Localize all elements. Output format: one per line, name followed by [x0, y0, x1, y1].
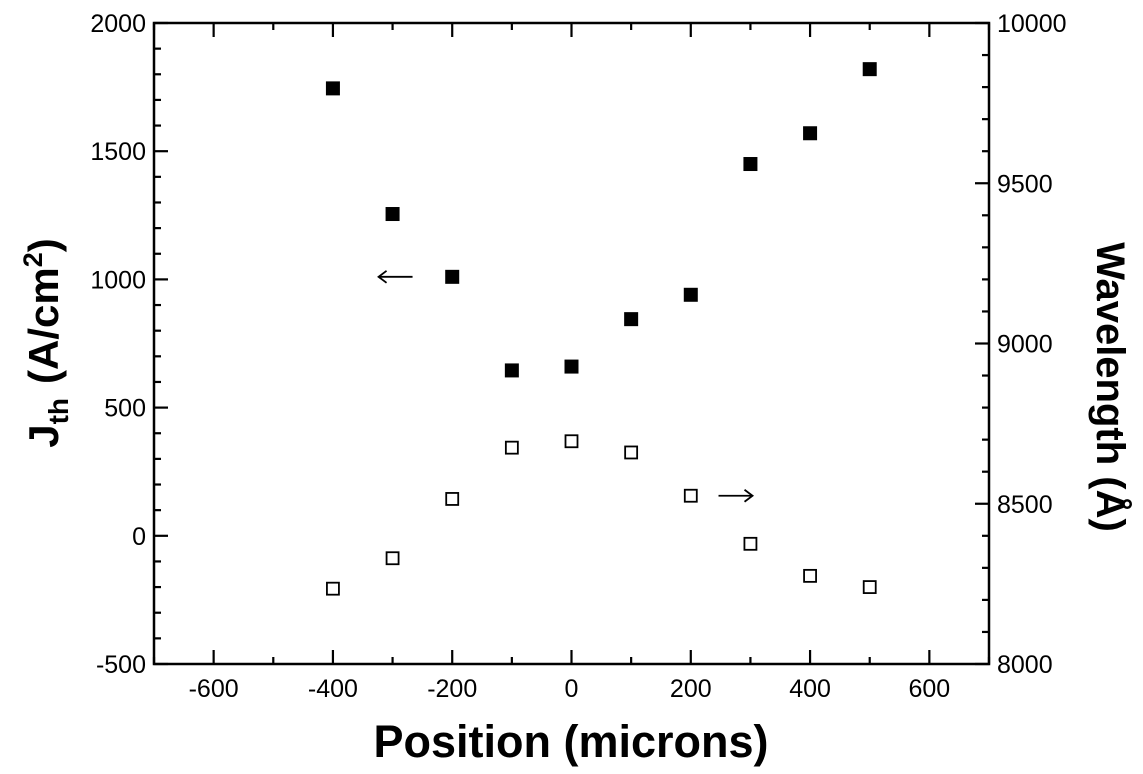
y-right-tick-label: 9500: [997, 170, 1053, 198]
jth-point: [385, 207, 400, 222]
x-tick-label: -200: [427, 675, 477, 703]
y-left-title-superscript: 2: [18, 252, 48, 267]
wavelength-point: [862, 580, 877, 594]
wavelength-point: [624, 445, 639, 460]
wavelength-point: [445, 492, 460, 506]
y-right-tick-label: 10000: [997, 10, 1067, 38]
plot-frame: [152, 21, 991, 666]
x-tick-label: 200: [670, 675, 712, 703]
arrow-left-indicator: [377, 270, 413, 284]
x-tick-label: 600: [908, 675, 950, 703]
wavelength-point: [564, 434, 579, 449]
y-left-tick-label: 2000: [90, 10, 146, 38]
y-left-tick-label: 0: [132, 523, 146, 551]
y-right-tick-label: 9000: [997, 331, 1053, 359]
jth-point: [803, 126, 818, 141]
arrow-head: [377, 270, 388, 284]
data-points: [325, 62, 877, 596]
x-tick-label: -400: [308, 675, 358, 703]
y-left-title-units-open: (A/cm: [20, 267, 67, 384]
wavelength-point: [504, 440, 519, 455]
jth-point: [683, 287, 698, 302]
wavelength-point: [683, 488, 698, 503]
y-left-tick-label: 500: [104, 395, 146, 423]
jth-point: [445, 269, 460, 284]
y-left-title-main: J: [20, 424, 67, 447]
y-left-title-subscript: th: [43, 398, 74, 424]
wavelength-point: [385, 551, 400, 566]
jth-point: [325, 81, 340, 96]
axis-ticks: [152, 21, 991, 666]
jth-point: [564, 359, 579, 374]
x-tick-label: 400: [789, 675, 831, 703]
y-right-tick-label: 8000: [997, 651, 1053, 679]
y-left-tick-label: 1500: [90, 138, 146, 166]
jth-point: [504, 363, 519, 378]
x-tick-label: 0: [565, 675, 579, 703]
arrow-right-indicator: [718, 489, 755, 503]
wavelength-point: [803, 568, 817, 583]
jth-point: [862, 62, 877, 77]
x-tick-label: -600: [189, 675, 239, 703]
y-right-axis-title: Wavelength (Å): [1088, 242, 1133, 532]
y-left-title-units-close: ): [20, 238, 67, 252]
jth-point: [743, 157, 758, 172]
wavelength-point: [326, 581, 340, 596]
arrow-head: [743, 489, 755, 503]
y-left-tick-label: -500: [96, 651, 146, 679]
y-left-axis-title: Jth (A/cm2): [18, 238, 74, 448]
axis-tick-labels: -600 -400 -200 0 200 400 600 -500 0 500 1000 1500 20…: [90, 10, 1066, 703]
wavelength-point: [743, 536, 758, 551]
x-axis-title: Position (microns): [373, 716, 768, 767]
y-right-tick-label: 8500: [997, 491, 1053, 519]
jth-point: [624, 312, 639, 327]
series-axis-arrows: [377, 270, 755, 503]
y-left-tick-label: 1000: [90, 266, 146, 294]
